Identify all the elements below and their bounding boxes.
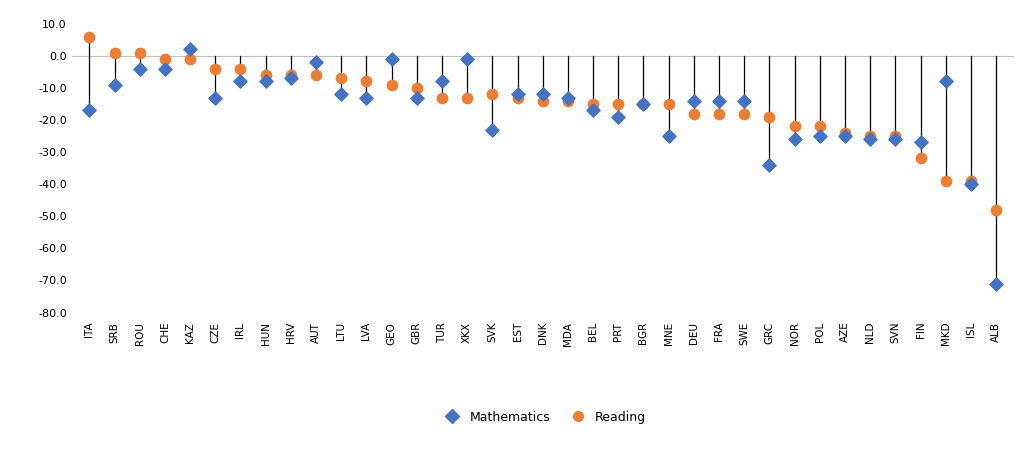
Mathematics [232, 78, 249, 85]
Mathematics [560, 94, 577, 101]
Mathematics [484, 126, 501, 133]
Mathematics [887, 136, 903, 143]
Reading [157, 55, 173, 63]
Mathematics [761, 161, 777, 169]
Mathematics [711, 97, 727, 105]
Reading [81, 33, 97, 40]
Mathematics [434, 78, 451, 85]
Reading [560, 97, 577, 105]
Reading [207, 65, 223, 72]
Reading [182, 55, 199, 63]
Mathematics [837, 132, 853, 140]
Reading [409, 84, 425, 91]
Mathematics [283, 75, 299, 82]
Reading [711, 110, 727, 117]
Mathematics [610, 113, 627, 121]
Reading [610, 100, 627, 108]
Mathematics [333, 91, 349, 98]
Reading [232, 65, 249, 72]
Reading [509, 94, 525, 101]
Mathematics [409, 94, 425, 101]
Mathematics [106, 81, 123, 89]
Reading [358, 78, 375, 85]
Mathematics [535, 91, 551, 98]
Reading [912, 155, 929, 162]
Legend: Mathematics, Reading: Mathematics, Reading [434, 406, 651, 429]
Mathematics [459, 55, 475, 63]
Reading [887, 132, 903, 140]
Reading [862, 132, 879, 140]
Reading [686, 110, 702, 117]
Mathematics [257, 78, 273, 85]
Mathematics [358, 94, 375, 101]
Reading [963, 177, 979, 185]
Mathematics [686, 97, 702, 105]
Mathematics [81, 106, 97, 114]
Mathematics [660, 132, 677, 140]
Reading [484, 91, 501, 98]
Mathematics [509, 91, 525, 98]
Mathematics [862, 136, 879, 143]
Mathematics [308, 59, 325, 66]
Reading [308, 71, 325, 79]
Mathematics [938, 78, 954, 85]
Reading [283, 71, 299, 79]
Reading [459, 94, 475, 101]
Mathematics [182, 45, 199, 53]
Reading [635, 100, 651, 108]
Reading [585, 100, 601, 108]
Mathematics [585, 106, 601, 114]
Reading [812, 122, 828, 130]
Reading [333, 75, 349, 82]
Reading [761, 113, 777, 121]
Mathematics [812, 132, 828, 140]
Reading [988, 206, 1005, 213]
Reading [660, 100, 677, 108]
Reading [257, 71, 273, 79]
Mathematics [912, 139, 929, 146]
Mathematics [635, 100, 651, 108]
Mathematics [786, 136, 803, 143]
Reading [106, 49, 123, 56]
Mathematics [207, 94, 223, 101]
Mathematics [988, 280, 1005, 287]
Reading [938, 177, 954, 185]
Mathematics [736, 97, 753, 105]
Reading [131, 49, 147, 56]
Mathematics [131, 65, 147, 72]
Reading [786, 122, 803, 130]
Mathematics [383, 55, 399, 63]
Reading [837, 129, 853, 136]
Reading [736, 110, 753, 117]
Reading [383, 81, 399, 89]
Mathematics [157, 65, 173, 72]
Mathematics [963, 181, 979, 188]
Reading [434, 94, 451, 101]
Reading [535, 97, 551, 105]
